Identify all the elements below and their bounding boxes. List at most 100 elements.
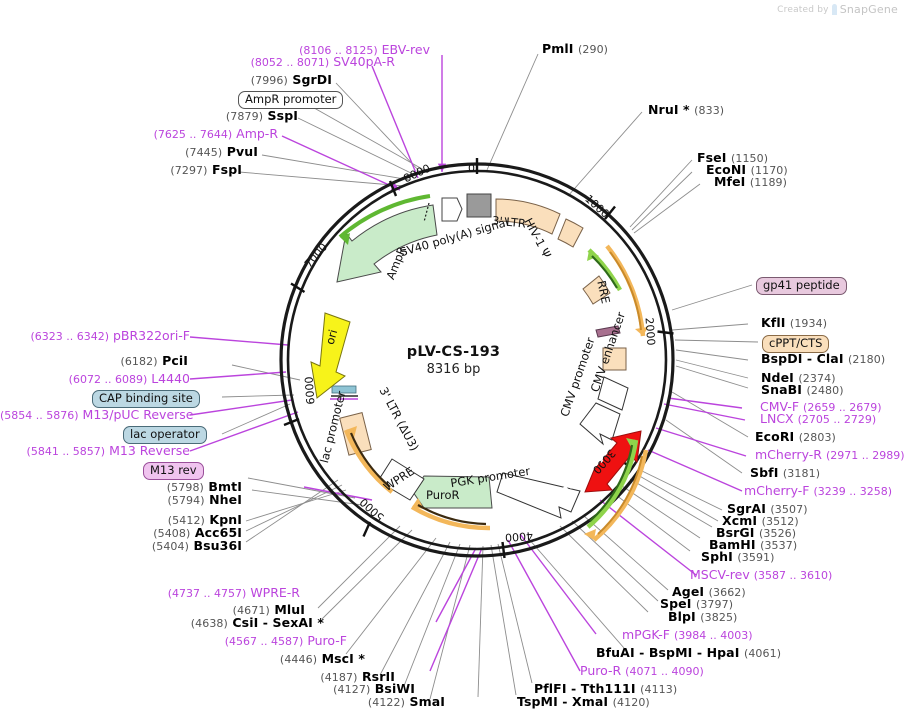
label-rsrii[interactable]: (4187) RsrII xyxy=(230,670,395,684)
label-mpgk-f[interactable]: mPGK-F (3984 .. 4003) xyxy=(622,627,753,642)
label-puro-r[interactable]: Puro-R (4071 .. 4090) xyxy=(580,664,704,678)
label-bfuai-bspmi-hpai[interactable]: BfuAI - BspMI - HpaI (4061) xyxy=(596,646,782,660)
label-ndei[interactable]: NdeI (2374) xyxy=(761,370,836,385)
label-msci-pos: (4446) xyxy=(279,653,318,666)
label-nhei[interactable]: (5794) NheI xyxy=(70,493,242,507)
chip-ampr-promoter: AmpR promoter xyxy=(238,91,344,110)
label-pvui[interactable]: (7445) PvuI xyxy=(90,144,258,159)
label-csii-sexai-name: CsiI - SexAI * xyxy=(232,615,324,630)
label-l4440-name: L4440 xyxy=(151,371,190,386)
label-ecori-pos: (2803) xyxy=(798,431,836,444)
label-sbfi-pos: (3181) xyxy=(782,467,821,480)
label-sspi[interactable]: (7879) SspI xyxy=(120,109,298,123)
label-acc65i[interactable]: (5408) Acc65I xyxy=(80,526,242,540)
label-econi[interactable]: EcoNI (1170) xyxy=(706,163,788,177)
label-sbfi[interactable]: SbfI (3181) xyxy=(750,465,821,480)
label-pvui-name: PvuI xyxy=(226,144,258,159)
label-kfli[interactable]: KflI (1934) xyxy=(761,316,827,330)
label-sv40pa-r[interactable]: (8052 .. 8071) SV40pA-R xyxy=(150,55,395,69)
label-snabi-name: SnaBI xyxy=(761,382,803,397)
label-ndei-name: NdeI xyxy=(761,370,794,385)
label-bsu36i[interactable]: (5404) Bsu36I xyxy=(80,539,242,553)
label-pmli[interactable]: PmlI (290) xyxy=(542,42,608,56)
label-kpni[interactable]: (5412) KpnI xyxy=(80,513,242,527)
label-nrui[interactable]: NruI * (833) xyxy=(648,102,725,117)
label-blpi[interactable]: BlpI (3825) xyxy=(668,610,737,624)
ruler-ticks xyxy=(283,158,674,559)
label-bfuai-bspmi-hpai-pos: (4061) xyxy=(743,647,782,660)
label-bspdi-clai[interactable]: BspDI - ClaI (2180) xyxy=(761,352,885,366)
label-fspi-pos: (7297) xyxy=(170,164,208,177)
label-m13-reverse[interactable]: (5841 .. 5857) M13 Reverse xyxy=(0,444,190,458)
label-bmti[interactable]: (5798) BmtI xyxy=(70,480,242,494)
label-nrui-name: NruI * xyxy=(648,102,690,117)
label-sspi-pos: (7879) xyxy=(225,110,264,123)
label-fsei[interactable]: FseI (1150) xyxy=(697,151,768,165)
label-smai-name: SmaI xyxy=(409,694,445,709)
label-sgrdi-name: SgrDI xyxy=(292,72,332,87)
label-xcmi-pos: (3512) xyxy=(761,515,799,528)
label-sgrdi[interactable]: (7996) SgrDI xyxy=(150,72,332,87)
label-pvui-pos: (7445) xyxy=(185,146,223,159)
label-rsrii-pos: (4187) xyxy=(320,671,358,684)
snapgene-logo-icon xyxy=(831,4,837,15)
plasmid-name: pLV-CS-193 xyxy=(406,344,501,360)
label-cmv-f[interactable]: CMV-F (2659 .. 2679) xyxy=(760,400,882,414)
label-pbr322ori-f[interactable]: (6323 .. 6342) pBR322ori-F xyxy=(0,329,190,343)
label-mpgk-f-name: mPGK-F xyxy=(622,627,670,642)
label-sgrai[interactable]: SgrAI (3507) xyxy=(727,501,808,516)
label-mscv-rev[interactable]: MSCV-rev (3587 .. 3610) xyxy=(690,568,832,582)
label-l4440[interactable]: (6072 .. 6089) L4440 xyxy=(0,371,190,386)
label-bsiwi-pos: (4127) xyxy=(333,683,371,696)
label-xcmi[interactable]: XcmI (3512) xyxy=(722,514,799,528)
label-puro-f[interactable]: (4567 .. 4587) Puro-F xyxy=(160,634,347,648)
label-mcherry-f-pos: (3239 .. 3258) xyxy=(813,485,893,498)
label-fspi[interactable]: (7297) FspI xyxy=(72,163,242,177)
label-bmti-pos: (5798) xyxy=(166,481,204,494)
label-sbfi-name: SbfI xyxy=(750,465,779,480)
label-ebv-rev[interactable]: (8106 .. 8125) EBV-rev xyxy=(180,43,430,57)
label-amp-r[interactable]: (7625 .. 7644) Amp-R xyxy=(60,127,278,141)
label-mcherry-f[interactable]: mCherry-F (3239 .. 3258) xyxy=(744,484,893,498)
label-pflfi-tth111i[interactable]: PflFI - Tth111I (4113) xyxy=(534,682,677,696)
label-smai-pos: (4122) xyxy=(367,696,406,709)
plasmid-size: 8316 bp xyxy=(426,362,481,377)
leader-lines-primer xyxy=(189,55,747,672)
label-l4440-pos: (6072 .. 6089) xyxy=(68,373,148,386)
label-sphi[interactable]: SphI (3591) xyxy=(701,550,775,564)
label-spei[interactable]: SpeI (3797) xyxy=(660,597,733,611)
label-ecori-name: EcoRI xyxy=(755,429,795,444)
chip-gp41-peptide: gp41 peptide xyxy=(756,277,847,296)
label-lncx[interactable]: LNCX (2705 .. 2729) xyxy=(760,412,876,426)
label-wpre-r-name: WPRE-R xyxy=(250,585,300,600)
chip-m13-rev: M13 rev xyxy=(143,462,204,481)
label-mfei-pos: (1189) xyxy=(749,176,788,189)
label-ecori[interactable]: EcoRI (2803) xyxy=(755,429,836,444)
label-bsrgi[interactable]: BsrGI (3526) xyxy=(716,526,796,540)
label-smai[interactable]: (4122) SmaI xyxy=(280,694,445,709)
label-m13puc-reverse-pos: (5854 .. 5876) xyxy=(0,409,79,422)
label-nrui-pos: (833) xyxy=(694,104,725,117)
label-amp-r-pos: (7625 .. 7644) xyxy=(153,128,233,141)
ruler-tick-4000: 4000 xyxy=(504,529,534,544)
label-msci[interactable]: (4446) MscI * xyxy=(200,651,365,666)
label-tspmi-xmai-name: TspMI - XmaI xyxy=(517,694,609,709)
label-snabi[interactable]: SnaBI (2480) xyxy=(761,382,844,397)
label-mlui[interactable]: (4671) MluI xyxy=(140,603,305,617)
label-pcii-name: PciI xyxy=(162,353,188,368)
label-bamhi[interactable]: BamHI (3537) xyxy=(709,538,797,552)
label-pcii-pos: (6182) xyxy=(120,355,158,368)
label-wpre-r[interactable]: (4737 .. 4757) WPRE-R xyxy=(110,585,300,600)
label-csii-sexai[interactable]: (4638) CsiI - SexAI * xyxy=(140,615,324,630)
label-mfei[interactable]: MfeI (1189) xyxy=(714,175,788,189)
label-puro-f-pos: (4567 .. 4587) xyxy=(224,635,304,648)
label-bsiwi[interactable]: (4127) BsiWI xyxy=(250,682,415,696)
label-msci-name: MscI * xyxy=(321,651,365,666)
label-pcii[interactable]: (6182) PciI xyxy=(20,353,188,368)
label-agei[interactable]: AgeI (3662) xyxy=(672,585,746,599)
label-mcherry-r[interactable]: mCherry-R (2971 .. 2989) xyxy=(755,448,905,462)
label-tspmi-xmai[interactable]: TspMI - XmaI (4120) xyxy=(517,694,650,709)
label-m13puc-reverse[interactable]: (5854 .. 5876) M13/pUC Reverse xyxy=(0,408,193,422)
label-sphi-pos: (3591) xyxy=(737,551,775,564)
label-sgrai-name: SgrAI xyxy=(727,501,766,516)
